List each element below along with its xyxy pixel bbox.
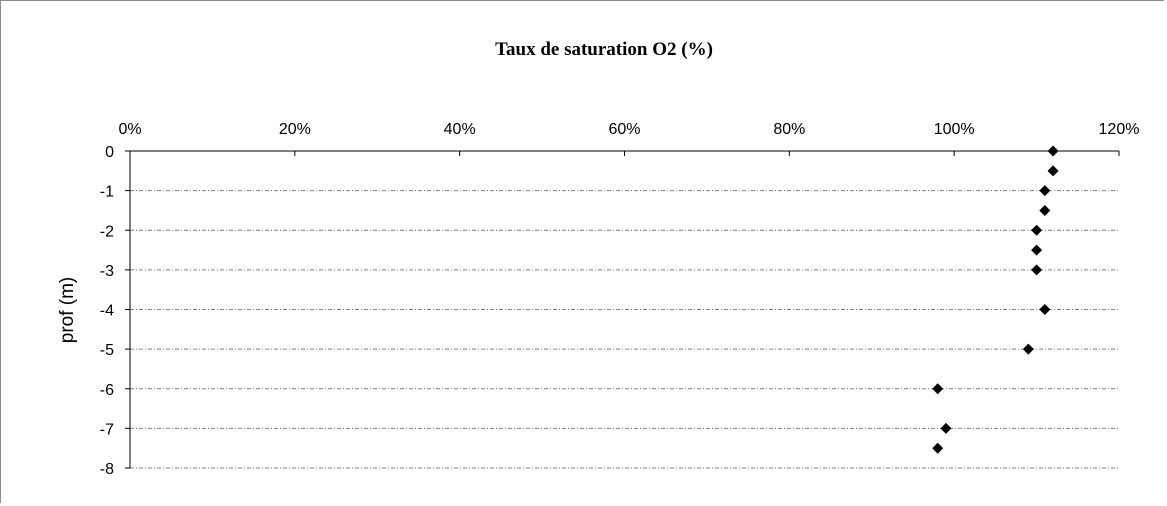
y-tick-label: -2 — [100, 223, 114, 240]
data-point-diamond — [1047, 145, 1059, 157]
y-axis-label: prof (m) — [57, 277, 78, 344]
grid-layer — [130, 190, 1119, 469]
data-point-diamond — [1047, 165, 1059, 177]
data-point-diamond — [940, 422, 952, 434]
data-point-diamond — [932, 442, 944, 454]
data-point-diamond — [1031, 244, 1043, 256]
y-tick-label: -5 — [100, 342, 114, 359]
chart-title: Taux de saturation O2 (%) — [495, 39, 713, 60]
y-tick-label: -8 — [100, 461, 114, 478]
y-tick-label: -7 — [100, 421, 114, 438]
x-tick-label: 80% — [773, 121, 805, 138]
y-tick-label: -1 — [100, 184, 114, 201]
x-tick-label: 60% — [608, 121, 640, 138]
y-tick-label: -6 — [100, 382, 114, 399]
x-tick-label: 20% — [279, 121, 311, 138]
y-tick-label: -3 — [100, 263, 114, 280]
data-point-diamond — [1022, 343, 1034, 355]
data-point-diamond — [932, 383, 944, 395]
data-point-diamond — [1031, 264, 1043, 276]
x-tick-label: 40% — [444, 121, 476, 138]
data-point-diamond — [1039, 304, 1051, 315]
axis-layer — [125, 150, 1120, 469]
data-point-diamond — [1039, 204, 1051, 216]
y-tick-label: 0 — [105, 144, 114, 161]
x-tick-label: 100% — [934, 121, 975, 138]
points-layer — [932, 145, 1059, 454]
x-tick-label: 120% — [1099, 121, 1140, 138]
y-tick-label: -4 — [100, 303, 114, 320]
tick-label-layer: 0% 20% 40% 60% 80% 100% 120% 0 -1 -2 -3 -4 -5 -6 -7 -8 — [100, 121, 1140, 478]
data-point-diamond — [1039, 185, 1051, 197]
x-tick-label: 0% — [118, 121, 141, 138]
data-point-diamond — [1031, 224, 1043, 236]
